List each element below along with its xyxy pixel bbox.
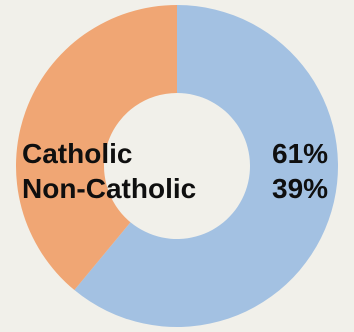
donut-slice-catholic xyxy=(74,5,339,328)
legend-label-catholic: Catholic xyxy=(22,138,133,169)
donut-slice-non-catholic xyxy=(16,5,178,291)
legend-label-non-catholic: Non-Catholic xyxy=(22,173,197,204)
legend-value-catholic: 61% xyxy=(272,138,329,169)
legend-value-non-catholic: 39% xyxy=(272,173,329,204)
